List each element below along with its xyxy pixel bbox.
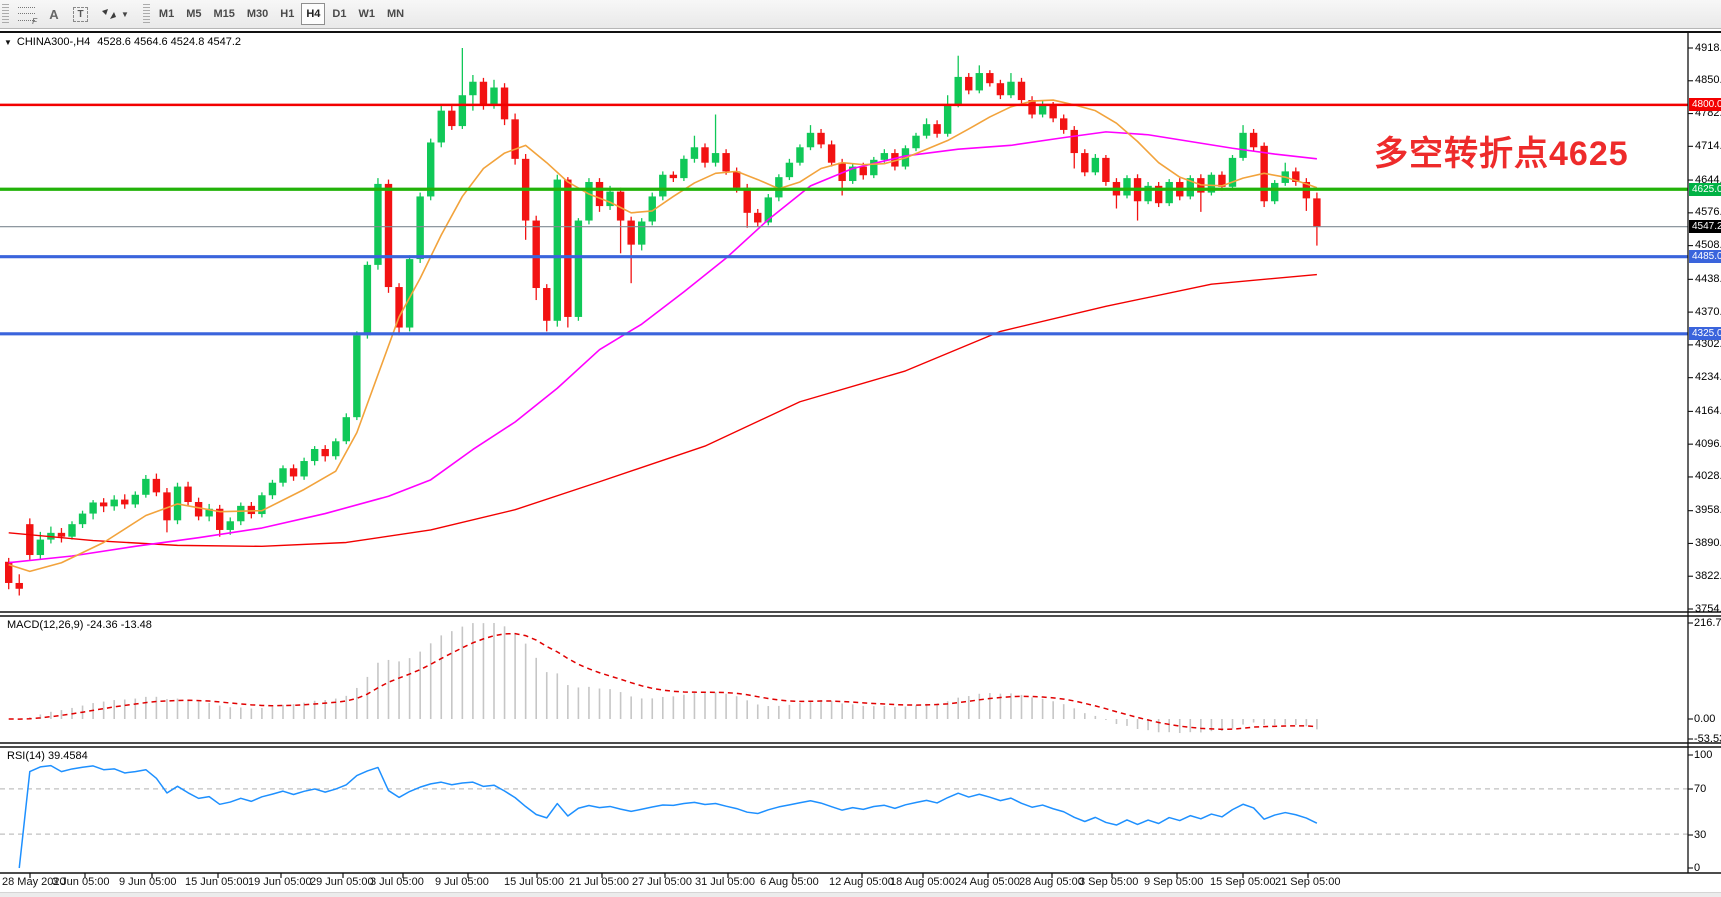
timeframe-button-m15[interactable]: M15 (213, 8, 235, 20)
price-tag-4485-0: 4485.0 (1689, 250, 1721, 264)
rsi-axis-tick: 100 (1694, 748, 1713, 761)
rsi-axis-tick: 0 (1694, 861, 1701, 874)
time-axis-tick: 15 Sep 05:00 (1210, 876, 1276, 888)
rsi-axis-tick: 70 (1694, 782, 1707, 795)
fibonacci-retracement-icon[interactable]: F (13, 3, 40, 26)
price-axis-tick: 4096.0 (1695, 437, 1721, 450)
time-axis-tick: 12 Aug 05:00 (829, 876, 894, 888)
price-axis-tick: 4370.0 (1695, 305, 1721, 318)
time-axis-tick: 21 Sep 05:00 (1275, 876, 1341, 888)
price-chart-canvas[interactable] (0, 33, 1721, 897)
time-axis-tick: 19 Jun 05:00 (248, 876, 312, 888)
macd-axis-tick: 216.78 (1694, 616, 1721, 629)
time-axis-tick: 3 Jun 05:00 (52, 876, 110, 888)
rsi-axis-tick: 30 (1694, 828, 1707, 841)
time-axis-tick: 27 Jul 05:00 (632, 876, 692, 888)
trend-annotation-text[interactable]: 多空转折点4625 (1374, 135, 1629, 173)
text-tool-icon[interactable]: A (42, 3, 66, 25)
text-label-glyph: T (73, 6, 88, 22)
macd-axis-tick: -53.53 (1694, 732, 1721, 745)
time-axis-tick: 21 Jul 05:00 (569, 876, 629, 888)
price-axis-tick: 4508.0 (1695, 239, 1721, 252)
chart-title: ▼ CHINA300-,H4 4528.6 4564.6 4524.8 4547… (4, 36, 241, 48)
timeframe-button-w1[interactable]: W1 (358, 8, 375, 20)
chart-window: ▼ CHINA300-,H4 4528.6 4564.6 4524.8 4547… (0, 31, 1721, 897)
time-axis-tick: 15 Jun 05:00 (185, 876, 249, 888)
time-axis-tick: 24 Aug 05:00 (955, 876, 1020, 888)
text-label-tool-icon[interactable]: T (68, 3, 93, 25)
rsi-indicator-label: RSI(14) 39.4584 (7, 750, 88, 762)
price-axis-tick: 4302.0 (1695, 338, 1721, 351)
price-tag-4800-0: 4800.0 (1689, 98, 1721, 112)
price-axis-tick: 4918.0 (1695, 41, 1721, 54)
text-a-glyph: A (49, 6, 59, 22)
collapse-triangle-icon[interactable]: ▼ (4, 37, 12, 47)
symbol-period-label: CHINA300-,H4 (16, 36, 91, 48)
time-axis-tick: 29 Jun 05:00 (310, 876, 374, 888)
price-axis-tick: 4438.0 (1695, 272, 1721, 285)
price-axis-tick: 4576.0 (1695, 206, 1721, 219)
toolbar-drag-handle[interactable] (2, 4, 9, 24)
time-axis-tick: 9 Jun 05:00 (119, 876, 177, 888)
price-axis-tick: 4644.0 (1695, 173, 1721, 186)
price-axis-tick: 4714.0 (1695, 139, 1721, 152)
timeframe-button-d1[interactable]: D1 (332, 8, 347, 20)
timeframe-button-h4[interactable]: H4 (301, 3, 326, 25)
time-axis-tick: 15 Jul 05:00 (504, 876, 564, 888)
macd-axis-tick: 0.00 (1694, 712, 1716, 725)
price-axis-tick: 3754.0 (1695, 602, 1721, 615)
price-axis-tick: 3822.0 (1695, 569, 1721, 582)
toolbar: F A T ▼ M1 M5 M15 M30 H1 H4 D1 W1 MN (0, 0, 1721, 29)
price-axis-tick: 3958.0 (1695, 504, 1721, 517)
price-tag-4547-2: 4547.2 (1689, 220, 1721, 234)
chevron-down-icon[interactable]: ▼ (121, 9, 129, 19)
timeframe-button-h1[interactable]: H1 (280, 8, 295, 20)
timeframe-button-mn[interactable]: MN (386, 8, 405, 20)
macd-indicator-label: MACD(12,26,9) -24.36 -13.48 (7, 619, 152, 631)
arrows-glyph (102, 9, 116, 19)
ohlc-values: 4528.6 4564.6 4524.8 4547.2 (97, 36, 242, 48)
time-axis-tick: 31 Jul 05:00 (695, 876, 755, 888)
price-axis-tick: 4164.0 (1695, 404, 1721, 417)
timeframe-button-m30[interactable]: M30 (246, 8, 269, 20)
time-axis-tick: 3 Sep 05:00 (1079, 876, 1139, 888)
arrow-objects-icon[interactable]: ▼ (95, 3, 134, 25)
timeframe-button-group: M1 M5 M15 M30 H1 H4 D1 W1 MN (153, 3, 410, 25)
timeframe-button-m5[interactable]: M5 (186, 8, 202, 20)
price-axis-tick: 4234.0 (1695, 371, 1721, 384)
fibonacci-glyph: F (18, 7, 37, 26)
timeframe-button-m1[interactable]: M1 (158, 8, 175, 20)
price-axis-tick: 4028.0 (1695, 470, 1721, 483)
time-axis-tick: 6 Aug 05:00 (760, 876, 819, 888)
time-axis-tick: 18 Aug 05:00 (890, 876, 955, 888)
toolbar-drag-handle[interactable] (142, 4, 150, 24)
price-tag-4325-0: 4325.0 (1689, 327, 1721, 341)
price-axis-tick: 4850.0 (1695, 74, 1721, 87)
time-axis-tick: 9 Sep 05:00 (1144, 876, 1204, 888)
time-axis-tick: 28 May 2020 (2, 876, 66, 888)
time-axis-tick: 28 Aug 05:00 (1019, 876, 1084, 888)
time-axis-tick: 9 Jul 05:00 (435, 876, 489, 888)
window-bottom-strip (0, 892, 1721, 897)
price-axis-tick: 3890.0 (1695, 536, 1721, 549)
price-tag-4625-0: 4625.0 (1689, 182, 1721, 196)
time-axis-tick: 3 Jul 05:00 (370, 876, 424, 888)
